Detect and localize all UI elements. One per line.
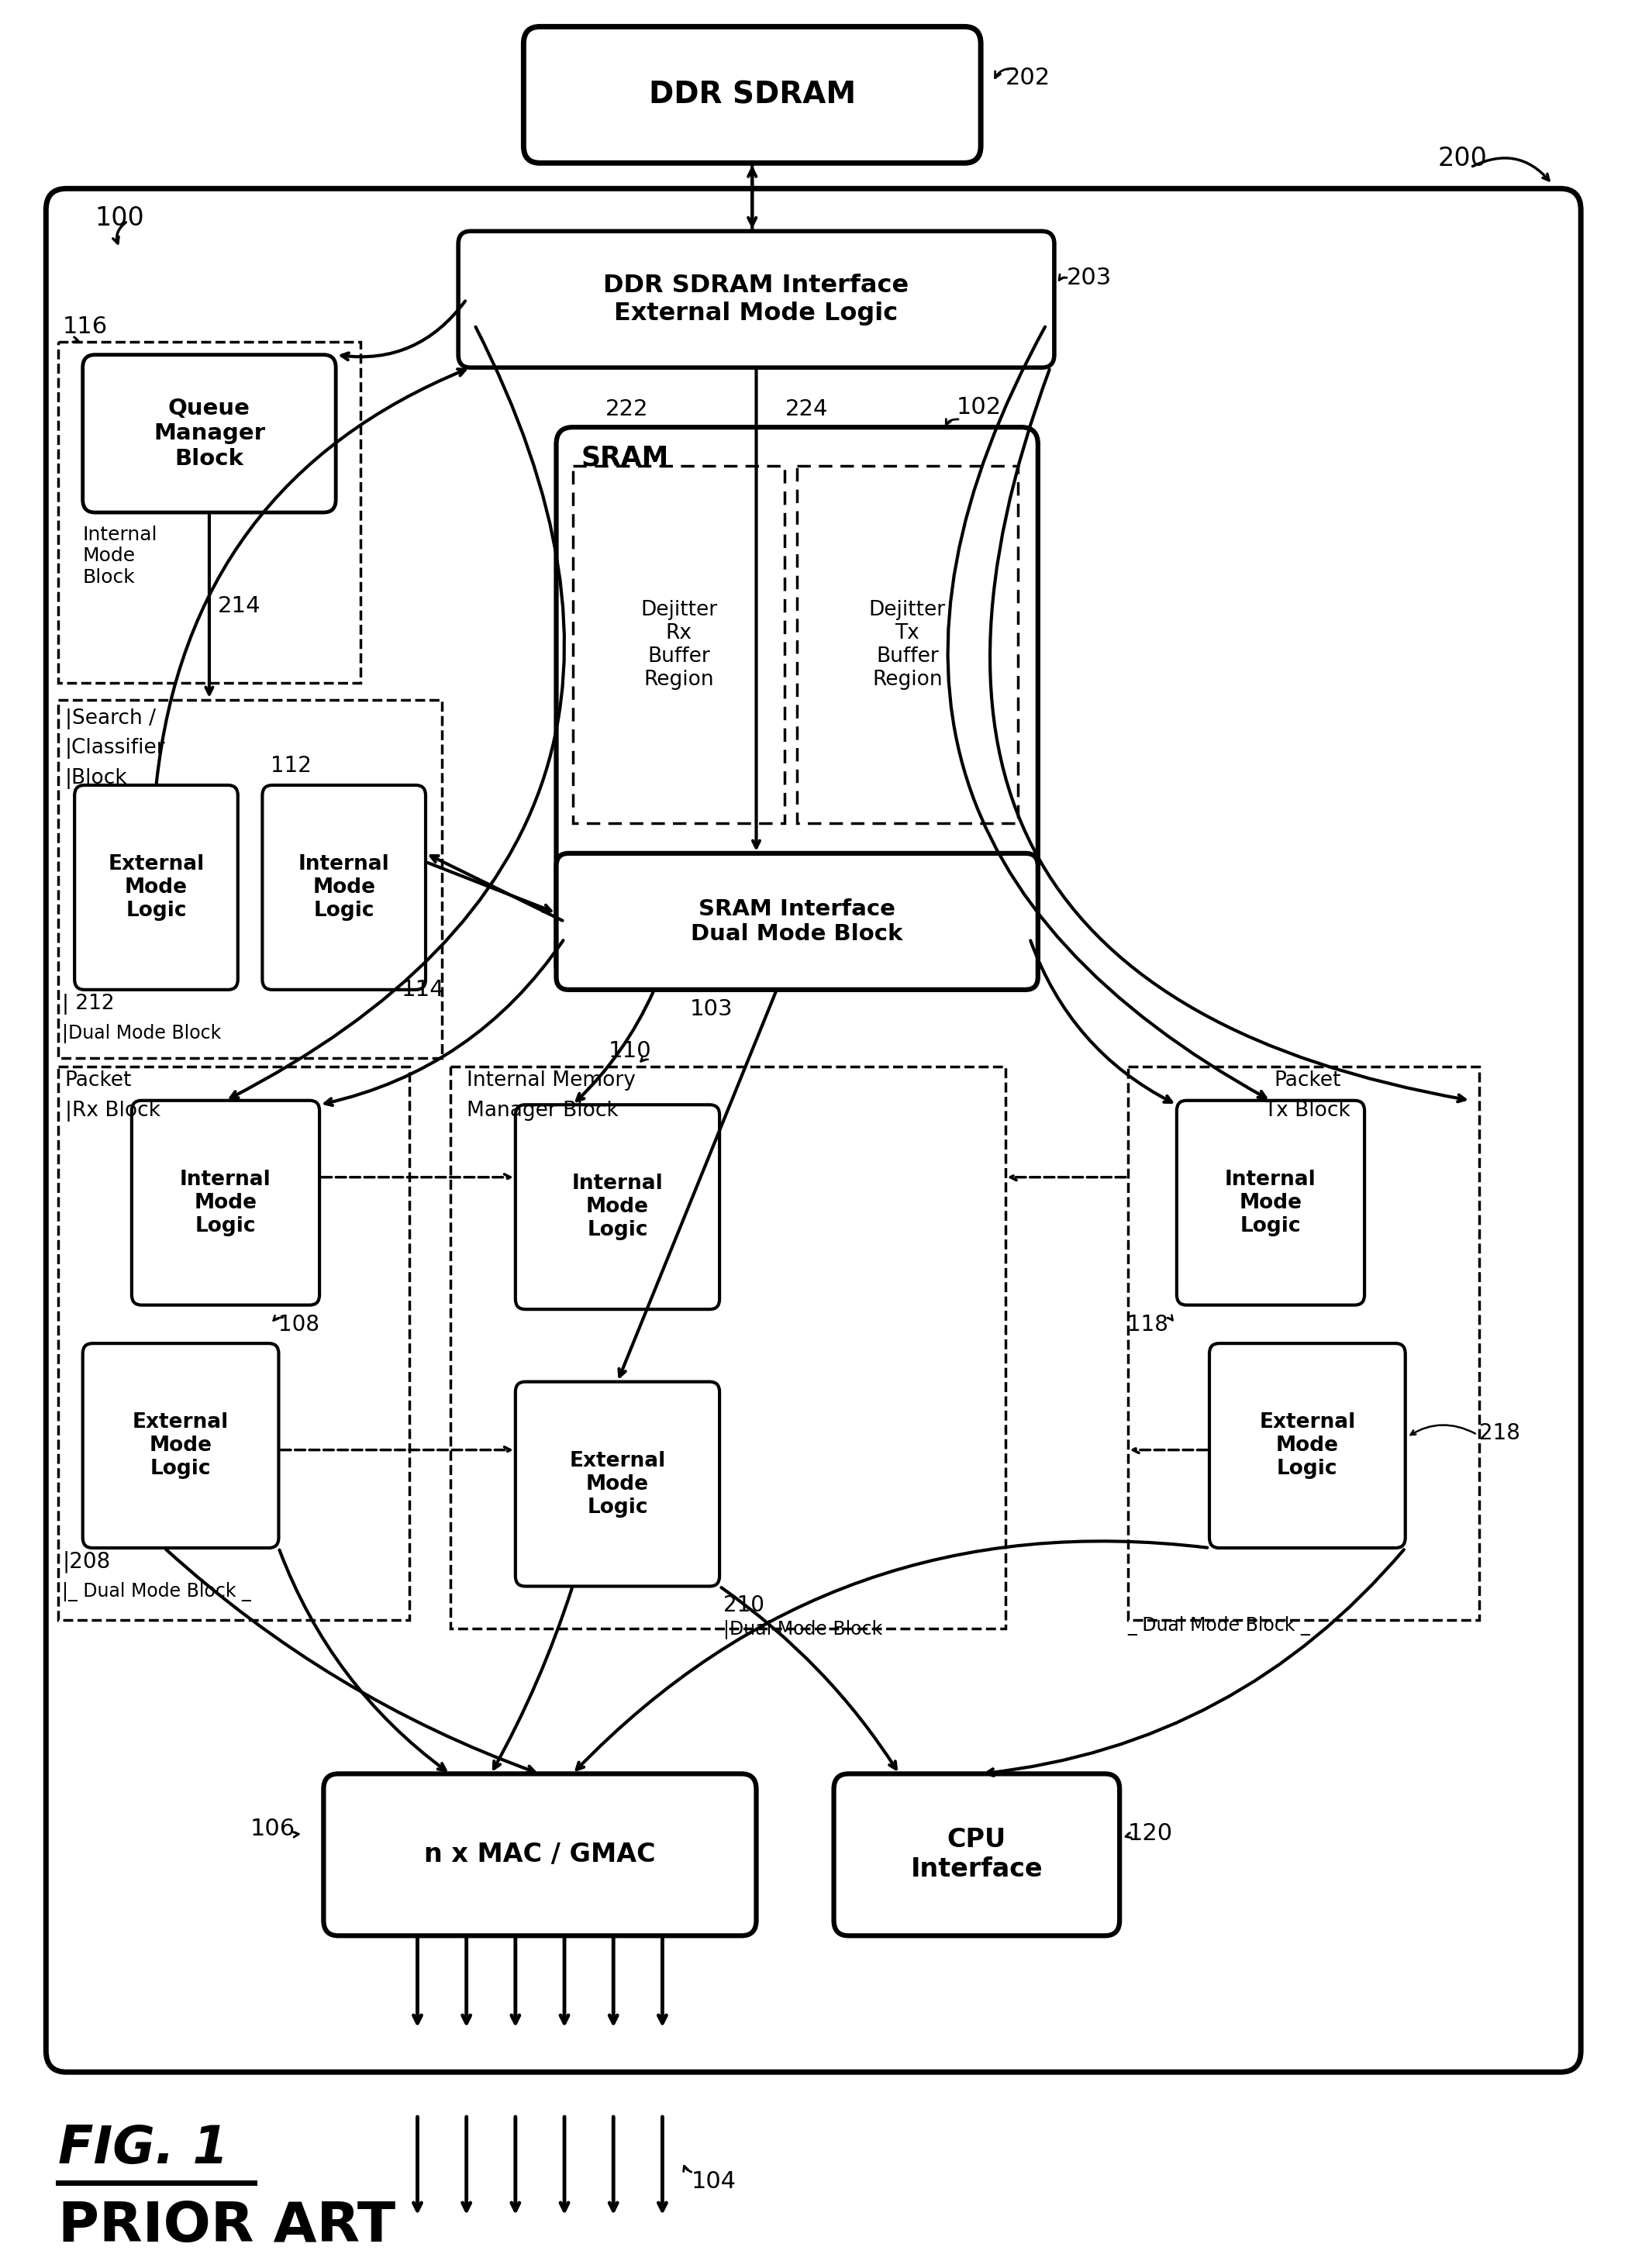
Text: |208: |208 [62,1551,111,1572]
FancyBboxPatch shape [523,27,981,163]
Text: Queue
Manager
Block: Queue Manager Block [154,397,265,469]
FancyBboxPatch shape [83,354,335,513]
Text: Internal
Mode
Logic: Internal Mode Logic [572,1175,664,1241]
Text: External
Mode
Logic: External Mode Logic [132,1413,229,1479]
Text: 120: 120 [1128,1821,1172,1844]
Text: 106: 106 [250,1819,294,1839]
Text: _ Dual Mode Block _: _ Dual Mode Block _ [1128,1617,1311,1635]
Text: CPU
Interface: CPU Interface [911,1828,1043,1882]
Text: Internal
Mode
Logic: Internal Mode Logic [1225,1170,1316,1236]
Text: 210: 210 [724,1594,765,1617]
Text: External
Mode
Logic: External Mode Logic [569,1452,665,1517]
Text: 224: 224 [785,399,827,420]
Text: 118: 118 [1128,1313,1169,1336]
FancyBboxPatch shape [515,1381,719,1585]
FancyBboxPatch shape [262,785,425,989]
Text: 202: 202 [1006,66,1050,88]
Text: |Dual Mode Block: |Dual Mode Block [62,1023,221,1043]
Text: Internal
Mode
Logic: Internal Mode Logic [298,855,389,921]
FancyBboxPatch shape [1177,1100,1365,1304]
Text: Dejitter
Tx
Buffer
Region: Dejitter Tx Buffer Region [868,599,945,689]
Text: 112: 112 [270,755,312,776]
Text: DDR SDRAM: DDR SDRAM [649,79,855,109]
Text: 108: 108 [278,1313,320,1336]
Text: |Search /: |Search / [65,708,155,730]
FancyBboxPatch shape [515,1105,719,1309]
Text: 103: 103 [690,998,732,1021]
Bar [572,465,785,823]
Text: 200: 200 [1437,145,1488,172]
Text: n x MAC / GMAC: n x MAC / GMAC [423,1842,656,1867]
Text: |Dual Mode Block: |Dual Mode Block [724,1619,883,1640]
Text: Internal Memory: Internal Memory [466,1070,636,1091]
Text: Dejitter
Rx
Buffer
Region: Dejitter Rx Buffer Region [641,599,718,689]
Text: 214: 214 [217,594,260,617]
Text: |Classifier: |Classifier [65,739,165,760]
Text: DDR SDRAM Interface
External Mode Logic: DDR SDRAM Interface External Mode Logic [603,274,909,324]
Bar [798,465,1017,823]
FancyBboxPatch shape [324,1774,757,1935]
Text: Tx Block: Tx Block [1264,1100,1351,1120]
Bar [59,342,360,683]
FancyBboxPatch shape [556,853,1038,989]
Text: |Block: |Block [65,769,128,789]
FancyBboxPatch shape [1210,1343,1406,1549]
Text: Manager Block: Manager Block [466,1100,618,1120]
Text: 102: 102 [956,397,1001,420]
Text: Packet: Packet [65,1070,132,1091]
Text: 203: 203 [1066,268,1112,290]
FancyBboxPatch shape [83,1343,278,1549]
Text: 116: 116 [62,315,108,338]
Text: 222: 222 [605,399,647,420]
Text: |Rx Block: |Rx Block [65,1100,160,1120]
Text: | 212: | 212 [62,993,114,1014]
Bar [450,1066,1006,1628]
Text: Internal
Mode
Block: Internal Mode Block [83,526,157,587]
Text: 114: 114 [401,980,445,1000]
Text: 104: 104 [692,2170,736,2193]
FancyBboxPatch shape [834,1774,1120,1935]
Text: FIG. 1: FIG. 1 [59,2123,229,2175]
Text: PRIOR ART: PRIOR ART [59,2200,396,2254]
Text: 218: 218 [1478,1422,1521,1445]
FancyBboxPatch shape [556,426,1038,982]
Text: SRAM: SRAM [580,445,669,469]
Text: 100: 100 [95,206,144,231]
Text: 110: 110 [608,1041,651,1061]
Text: External
Mode
Logic: External Mode Logic [1259,1413,1355,1479]
FancyBboxPatch shape [132,1100,319,1304]
Text: External
Mode
Logic: External Mode Logic [108,855,204,921]
FancyBboxPatch shape [75,785,237,989]
Bar [59,701,441,1057]
Text: |_ Dual Mode Block _: |_ Dual Mode Block _ [62,1583,252,1601]
FancyBboxPatch shape [458,231,1055,367]
FancyBboxPatch shape [46,188,1581,2073]
Text: Internal
Mode
Logic: Internal Mode Logic [180,1170,271,1236]
Text: SRAM Interface
Dual Mode Block: SRAM Interface Dual Mode Block [692,898,903,946]
Bar [1128,1066,1478,1619]
Bar [59,1066,409,1619]
Text: Packet: Packet [1274,1070,1341,1091]
